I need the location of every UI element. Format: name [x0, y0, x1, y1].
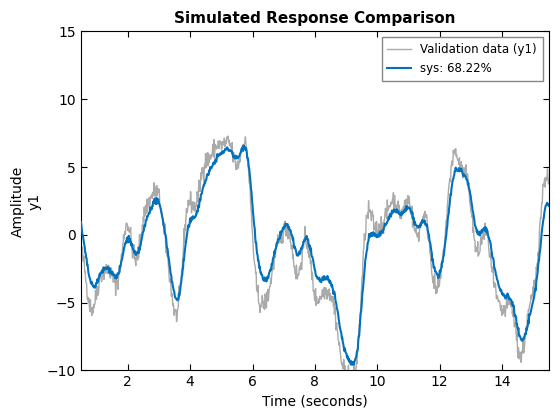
sys: 68.22%: (0.5, 0.949): 68.22%: (0.5, 0.949) [78, 220, 85, 225]
sys: 68.22%: (12.5, 4.7): 68.22%: (12.5, 4.7) [452, 168, 459, 173]
sys: 68.22%: (12.2, 0.441): 68.22%: (12.2, 0.441) [444, 226, 450, 231]
Validation data (y1) [78, 241, 85, 246]
Validation data (y1) [284, 226, 291, 231]
sys: 68.22%: (7.12, 0.796): 68.22%: (7.12, 0.796) [284, 222, 291, 227]
Legend: Validation data (y1), sys: 68.22%: Validation data (y1), sys: 68.22% [381, 37, 543, 81]
sys: 68.22%: (10.8, 1.68): 68.22%: (10.8, 1.68) [400, 210, 407, 215]
sys: 68.22%: (2.03, -0.0695): 68.22%: (2.03, -0.0695) [125, 233, 132, 238]
Line: Validation data (y1): Validation data (y1) [81, 136, 549, 386]
sys: 68.22%: (6.58, -2.63): 68.22%: (6.58, -2.63) [267, 268, 274, 273]
sys: 68.22%: (9.19, -9.57): 68.22%: (9.19, -9.57) [349, 362, 356, 367]
sys: 68.22%: (15.5, 2.14): 68.22%: (15.5, 2.14) [545, 203, 552, 208]
Validation data (y1) [452, 150, 459, 155]
Title: Simulated Response Comparison: Simulated Response Comparison [174, 11, 456, 26]
Validation data (y1) [444, 220, 450, 225]
Validation data (y1) [125, 226, 132, 231]
Validation data (y1) [225, 134, 231, 139]
Validation data (y1) [267, 276, 274, 281]
sys: 68.22%: (5.71, 6.59): 68.22%: (5.71, 6.59) [240, 143, 247, 148]
Validation data (y1) [545, 178, 552, 184]
Line: sys: 68.22%: sys: 68.22% [81, 145, 549, 365]
X-axis label: Time (seconds): Time (seconds) [262, 395, 368, 409]
Validation data (y1) [347, 383, 354, 388]
Validation data (y1) [400, 204, 407, 209]
Y-axis label: Amplitude
y1: Amplitude y1 [11, 165, 41, 236]
